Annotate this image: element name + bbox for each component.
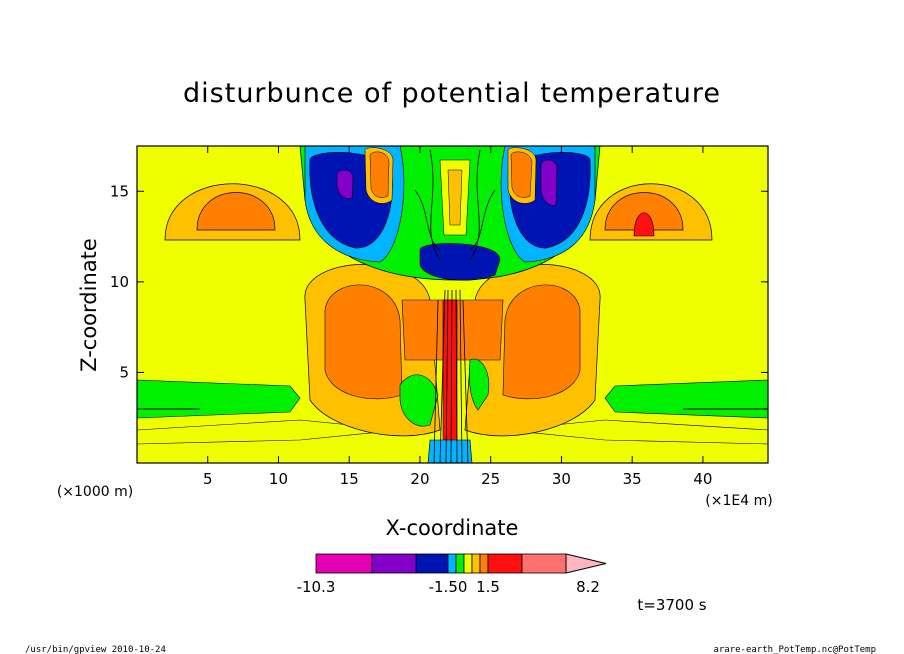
colorbar-label-min: -10.3 (297, 578, 336, 596)
plot-frame (136, 145, 769, 464)
x-unit-label: (×1E4 m) (705, 493, 772, 509)
x-tick-label: 30 (552, 470, 571, 488)
contour-blue-band (419, 243, 501, 281)
colorbar-extension (565, 553, 607, 574)
colorbar (315, 553, 607, 574)
colorbar-label-pos: 1.5 (476, 578, 500, 596)
y-axis-label: Z-coordinate (77, 238, 101, 372)
colorbar-swatch (521, 553, 567, 574)
contour-dome-left-inner (196, 192, 276, 231)
contour-lobe-left-inner (324, 284, 403, 400)
x-axis: 5 10 15 20 25 30 35 40 (203, 146, 712, 488)
y-tick-label: 5 (119, 363, 129, 381)
time-label: t=3700 s (637, 596, 706, 614)
y-tick-label: 10 (110, 273, 129, 291)
contour-green-layer-right (604, 379, 768, 419)
contour-red-cell (633, 212, 655, 237)
colorbar-swatch (315, 553, 373, 574)
contour-purple-left (336, 169, 354, 199)
colorbar-swatch (415, 553, 449, 574)
contour-dense-lines (414, 149, 496, 463)
contour-green-cell (468, 358, 490, 411)
contour-central-column (442, 299, 458, 451)
contour-green-layer-left (137, 379, 301, 419)
contour-orange-core (447, 169, 463, 226)
footer-right: arare-earth_PotTemp.nc@PotTemp (713, 645, 876, 654)
colorbar-swatch (479, 553, 489, 574)
chart-title: disturbunce of potential temperature (183, 78, 721, 109)
contour-warm-pocket-inner (369, 151, 390, 198)
contour-purple-right (540, 159, 558, 206)
colorbar-swatch (455, 553, 465, 574)
contour-dome-right-inner (604, 192, 684, 231)
colorbar-swatch (371, 553, 417, 574)
x-tick-label: 15 (340, 470, 359, 488)
plot-area (137, 146, 768, 463)
x-tick-label: 25 (481, 470, 500, 488)
contour-warm-pocket-inner (510, 151, 533, 198)
y-axis: 5 10 15 (110, 182, 768, 381)
contour-green-cell (399, 374, 439, 427)
x-tick-label: 35 (623, 470, 642, 488)
y-tick-label: 15 (110, 182, 129, 200)
x-axis-label: X-coordinate (386, 516, 519, 540)
x-tick-label: 5 (203, 470, 213, 488)
colorbar-swatch (487, 553, 523, 574)
colorbar-swatch (447, 553, 457, 574)
y-unit-label: (×1000 m) (57, 484, 133, 500)
colorbar-swatch (463, 553, 473, 574)
x-tick-label: 10 (269, 470, 288, 488)
colorbar-label-max: 8.2 (576, 578, 600, 596)
footer-left: /usr/bin/gpview 2010-10-24 (25, 645, 166, 654)
x-tick-label: 40 (693, 470, 712, 488)
x-tick-label: 20 (410, 470, 429, 488)
colorbar-swatch (471, 553, 481, 574)
colorbar-label-neg: -1.50 (429, 578, 468, 596)
contour-lobe-right-inner (502, 284, 581, 400)
